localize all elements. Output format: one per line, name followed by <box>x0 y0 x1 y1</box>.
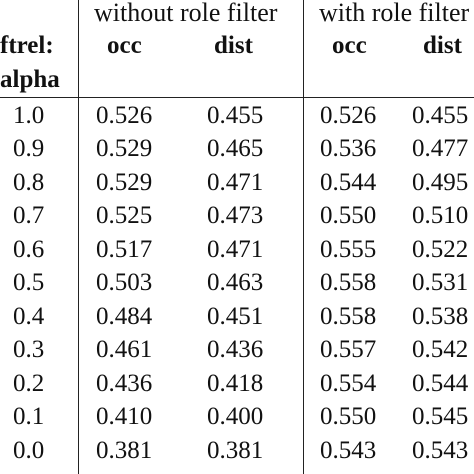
cell-dist-without: 0.436 <box>207 336 264 363</box>
cell-alpha: 0.9 <box>13 135 45 162</box>
cell-alpha: 1.0 <box>13 102 45 129</box>
column-header-occ-without: occ <box>107 32 142 59</box>
cell-dist-without: 0.463 <box>207 269 264 296</box>
cell-dist-without: 0.381 <box>207 437 264 464</box>
cell-dist-with: 0.538 <box>412 303 469 330</box>
cell-occ-with: 0.555 <box>320 236 377 263</box>
cell-dist-with: 0.545 <box>412 403 469 430</box>
cell-dist-without: 0.465 <box>207 135 264 162</box>
cell-occ-with: 0.558 <box>320 303 377 330</box>
cell-dist-with: 0.531 <box>412 269 469 296</box>
cell-occ-without: 0.529 <box>96 135 153 162</box>
cell-occ-without: 0.410 <box>96 403 153 430</box>
cell-occ-without: 0.436 <box>96 370 153 397</box>
cell-occ-with: 0.543 <box>320 437 377 464</box>
cell-dist-without: 0.471 <box>207 169 264 196</box>
cell-alpha: 0.1 <box>13 403 45 430</box>
column-divider-label <box>78 0 79 474</box>
cell-occ-without: 0.526 <box>96 102 153 129</box>
row-label-header-line1: ftrel: <box>0 32 54 59</box>
cell-dist-without: 0.455 <box>207 102 264 129</box>
cell-dist-with: 0.510 <box>412 202 469 229</box>
cell-dist-without: 0.418 <box>207 370 264 397</box>
cell-alpha: 0.4 <box>13 303 45 330</box>
cell-occ-with: 0.550 <box>320 202 377 229</box>
cell-occ-with: 0.536 <box>320 135 377 162</box>
cell-occ-without: 0.461 <box>96 336 153 363</box>
cell-alpha: 0.5 <box>13 269 45 296</box>
cell-occ-without: 0.484 <box>96 303 153 330</box>
column-header-dist-with: dist <box>423 32 462 59</box>
cell-alpha: 0.8 <box>13 169 45 196</box>
cell-occ-without: 0.517 <box>96 236 153 263</box>
cell-occ-without: 0.529 <box>96 169 153 196</box>
column-header-dist-without: dist <box>214 32 253 59</box>
cell-occ-with: 0.526 <box>320 102 377 129</box>
group-header-without-role-filter: without role filter <box>94 0 278 27</box>
cell-dist-without: 0.400 <box>207 403 264 430</box>
cell-dist-without: 0.471 <box>207 236 264 263</box>
cell-alpha: 0.2 <box>13 370 45 397</box>
cell-alpha: 0.7 <box>13 202 45 229</box>
cell-occ-with: 0.558 <box>320 269 377 296</box>
cell-occ-with: 0.554 <box>320 370 377 397</box>
cell-occ-without: 0.381 <box>96 437 153 464</box>
column-divider-groups <box>303 0 304 474</box>
cell-dist-with: 0.455 <box>412 102 469 129</box>
cell-alpha: 0.6 <box>13 236 45 263</box>
cell-alpha: 0.3 <box>13 336 45 363</box>
cell-occ-without: 0.525 <box>96 202 153 229</box>
row-label-header-line2: alpha <box>0 66 60 93</box>
cell-occ-with: 0.550 <box>320 403 377 430</box>
cell-dist-with: 0.495 <box>412 169 469 196</box>
cell-occ-with: 0.544 <box>320 169 377 196</box>
cell-occ-with: 0.557 <box>320 336 377 363</box>
cell-alpha: 0.0 <box>13 437 45 464</box>
cell-occ-without: 0.503 <box>96 269 153 296</box>
header-rule <box>0 97 474 98</box>
column-header-occ-with: occ <box>332 32 367 59</box>
cell-dist-with: 0.542 <box>412 336 469 363</box>
cell-dist-without: 0.451 <box>207 303 264 330</box>
cell-dist-with: 0.543 <box>412 437 469 464</box>
cell-dist-without: 0.473 <box>207 202 264 229</box>
cell-dist-with: 0.544 <box>412 370 469 397</box>
cell-dist-with: 0.522 <box>412 236 469 263</box>
group-header-with-role-filter: with role filter <box>319 0 470 27</box>
cell-dist-with: 0.477 <box>412 135 469 162</box>
